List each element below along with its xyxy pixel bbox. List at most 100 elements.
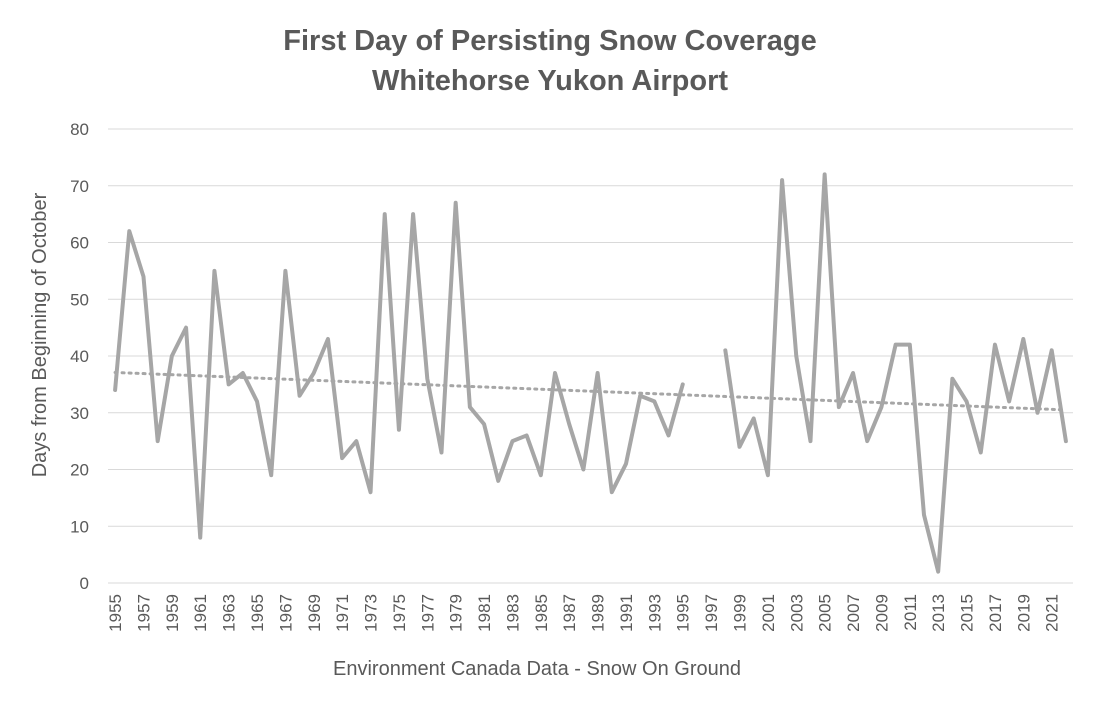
chart-title-line2: Whitehorse Yukon Airport — [372, 65, 728, 97]
series-layer — [113, 172, 1068, 574]
y-axis-label: Days from Beginning of October — [29, 192, 51, 477]
data-point-2003 — [794, 354, 798, 358]
x-tick-label: 2003 — [787, 594, 806, 632]
chart-title-line1: First Day of Persisting Snow Coverage — [283, 25, 816, 57]
data-point-2009 — [879, 405, 883, 409]
y-tick-label: 0 — [80, 574, 89, 593]
data-point-1976 — [411, 212, 415, 216]
x-tick-label: 2021 — [1043, 594, 1062, 632]
data-point-1984 — [525, 433, 529, 437]
data-point-1975 — [397, 428, 401, 432]
y-tick-label: 40 — [70, 347, 89, 366]
x-tick-label: 1991 — [617, 594, 636, 632]
gridlines — [108, 128, 1073, 584]
data-point-2019 — [1021, 337, 1025, 341]
data-point-1961 — [198, 536, 202, 540]
data-point-1989 — [596, 371, 600, 375]
data-point-2006 — [837, 405, 841, 409]
x-tick-label: 2001 — [759, 594, 778, 632]
data-point-1968 — [298, 394, 302, 398]
data-point-2004 — [808, 439, 812, 443]
x-tick-label: 1973 — [362, 594, 381, 632]
x-tick-label: 2007 — [844, 594, 863, 632]
data-point-1962 — [212, 269, 216, 273]
data-point-2011 — [908, 343, 912, 347]
data-point-2005 — [823, 172, 827, 176]
data-point-1957 — [141, 275, 145, 279]
x-axis-label: Environment Canada Data - Snow On Ground — [333, 658, 741, 680]
x-tick-label: 1967 — [276, 594, 295, 632]
data-point-1992 — [638, 394, 642, 398]
x-tick-label: 1971 — [333, 594, 352, 632]
data-point-1965 — [255, 399, 259, 403]
y-axis-ticks: 0 10 20 30 40 50 60 70 80 — [70, 120, 89, 593]
x-tick-label: 2017 — [986, 594, 1005, 632]
data-point-2008 — [865, 439, 869, 443]
x-axis-ticks: 1955 1957 1959 1961 1963 1965 1967 1969 1971 1973… — [106, 594, 1062, 632]
data-point-2002 — [780, 178, 784, 182]
data-point-1981 — [482, 422, 486, 426]
data-point-1973 — [369, 490, 373, 494]
data-point-1998 — [723, 348, 727, 352]
x-tick-label: 1999 — [731, 594, 750, 632]
x-tick-label: 1977 — [418, 594, 437, 632]
data-point-1990 — [610, 490, 614, 494]
data-point-1985 — [539, 473, 543, 477]
data-point-1999 — [738, 445, 742, 449]
data-point-2015 — [965, 399, 969, 403]
x-tick-label: 1979 — [447, 594, 466, 632]
x-tick-label: 2009 — [872, 594, 891, 632]
data-point-1958 — [156, 439, 160, 443]
data-point-1978 — [439, 450, 443, 454]
data-point-2012 — [922, 513, 926, 517]
x-tick-label: 2011 — [901, 594, 920, 631]
x-tick-label: 1955 — [106, 594, 125, 632]
data-point-1974 — [383, 212, 387, 216]
series-line-segment-0-1 — [723, 172, 1068, 574]
data-point-1964 — [241, 371, 245, 375]
data-point-1969 — [312, 371, 316, 375]
data-point-1959 — [170, 354, 174, 358]
x-tick-label: 1975 — [390, 594, 409, 632]
data-point-2000 — [752, 416, 756, 420]
x-tick-label: 2013 — [929, 594, 948, 632]
y-tick-label: 10 — [70, 517, 89, 536]
trendline — [113, 370, 1068, 412]
series-line-segment-0-0 — [113, 200, 685, 540]
x-tick-label: 1997 — [702, 594, 721, 632]
x-tick-label: 1985 — [532, 594, 551, 632]
data-point-1956 — [127, 229, 131, 233]
x-tick-label: 1963 — [220, 594, 239, 632]
x-tick-label: 1969 — [305, 594, 324, 632]
data-point-1979 — [454, 201, 458, 205]
x-tick-label: 1965 — [248, 594, 267, 632]
data-point-2010 — [894, 343, 898, 347]
x-tick-label: 1993 — [645, 594, 664, 632]
data-point-1972 — [354, 439, 358, 443]
x-tick-label: 1995 — [674, 594, 693, 632]
x-tick-label: 2019 — [1014, 594, 1033, 632]
y-tick-label: 30 — [70, 404, 89, 423]
x-tick-label: 1981 — [475, 594, 494, 632]
x-tick-label: 1987 — [560, 594, 579, 632]
data-point-2014 — [950, 377, 954, 381]
data-point-1971 — [340, 456, 344, 460]
x-tick-label: 1989 — [589, 594, 608, 632]
data-point-2020 — [1036, 411, 1040, 415]
data-point-1995 — [681, 382, 685, 386]
data-point-1970 — [326, 337, 330, 341]
y-tick-label: 20 — [70, 461, 89, 480]
y-tick-label: 80 — [70, 120, 89, 139]
data-point-2016 — [979, 450, 983, 454]
trendline-layer — [113, 370, 1068, 412]
data-point-1987 — [567, 422, 571, 426]
data-point-2007 — [851, 371, 855, 375]
data-point-1986 — [553, 371, 557, 375]
data-point-1982 — [496, 479, 500, 483]
data-point-2022 — [1064, 439, 1068, 443]
data-point-1966 — [269, 473, 273, 477]
data-point-2001 — [766, 473, 770, 477]
data-point-2017 — [993, 343, 997, 347]
